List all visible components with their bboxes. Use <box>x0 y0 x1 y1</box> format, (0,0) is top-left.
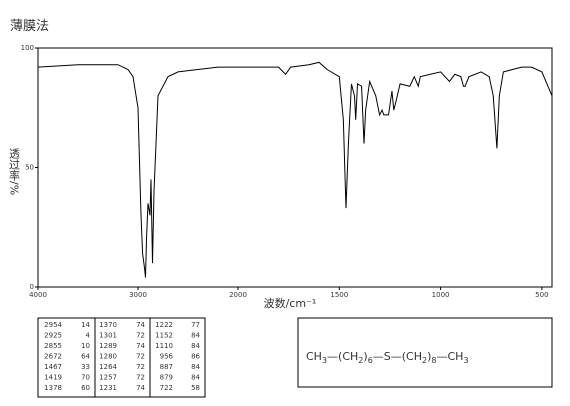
x-tick-label: 2000 <box>229 291 247 299</box>
peak-wavenumber: 1222 <box>155 321 173 329</box>
peak-wavenumber: 1467 <box>44 363 62 371</box>
plot-frame <box>37 47 553 288</box>
peak-table-frame <box>37 317 206 398</box>
structure-formula: CH3—(CH2)6—S—(CH2)8—CH3 <box>306 350 469 365</box>
y-tick-label: 0 <box>30 283 34 291</box>
peak-transmittance: 70 <box>81 374 90 382</box>
peak-transmittance: 72 <box>136 374 145 382</box>
spectrum-line <box>37 61 553 278</box>
x-axis-label: 波数/cm⁻¹ <box>264 297 317 310</box>
peak-transmittance: 74 <box>136 342 145 350</box>
formula-text: ) <box>427 350 431 363</box>
peak-wavenumber: 879 <box>160 374 173 382</box>
y-tick-label: 100 <box>21 44 34 52</box>
formula-subscript: 8 <box>431 356 436 365</box>
formula-text: CH <box>306 350 322 363</box>
peak-wavenumber: 1289 <box>99 342 117 350</box>
peak-transmittance: 4 <box>86 332 91 340</box>
peak-transmittance: 86 <box>191 353 200 361</box>
peak-wavenumber: 956 <box>160 353 174 361</box>
peak-transmittance: 84 <box>191 332 200 340</box>
peak-wavenumber: 722 <box>160 384 173 392</box>
peak-transmittance: 33 <box>81 363 90 371</box>
peak-wavenumber: 1370 <box>99 321 117 329</box>
peak-wavenumber: 1231 <box>99 384 117 392</box>
peak-transmittance: 14 <box>81 321 90 329</box>
formula-text: —S—(CH <box>373 350 422 363</box>
peak-transmittance: 84 <box>191 342 200 350</box>
formula-subscript: 3 <box>322 356 327 365</box>
peak-wavenumber: 1257 <box>99 374 117 382</box>
formula-subscript: 6 <box>368 356 373 365</box>
peak-transmittance: 72 <box>136 332 145 340</box>
structure-frame <box>297 317 553 388</box>
peak-transmittance: 64 <box>81 353 90 361</box>
x-tick-label: 3000 <box>129 291 147 299</box>
peak-transmittance: 84 <box>191 374 200 382</box>
peak-transmittance: 58 <box>191 384 200 392</box>
peak-transmittance: 74 <box>136 321 145 329</box>
peak-transmittance: 74 <box>136 384 145 392</box>
peak-wavenumber: 1280 <box>99 353 117 361</box>
formula-text: ) <box>363 350 367 363</box>
formula-subscript: 2 <box>422 356 427 365</box>
peak-transmittance: 84 <box>191 363 200 371</box>
peak-wavenumber: 887 <box>160 363 173 371</box>
x-tick-label: 1000 <box>432 291 450 299</box>
peak-wavenumber: 1264 <box>99 363 117 371</box>
peak-transmittance: 10 <box>81 342 90 350</box>
peak-wavenumber: 2954 <box>44 321 62 329</box>
peak-wavenumber: 1378 <box>44 384 62 392</box>
peak-transmittance: 72 <box>136 363 145 371</box>
x-tick-label: 500 <box>535 291 548 299</box>
x-tick-label: 4000 <box>29 291 47 299</box>
peak-wavenumber: 1152 <box>155 332 173 340</box>
formula-text: —(CH <box>327 350 358 363</box>
peak-transmittance: 60 <box>81 384 90 392</box>
formula-subscript: 2 <box>358 356 363 365</box>
peak-wavenumber: 2925 <box>44 332 62 340</box>
peak-wavenumber: 1301 <box>99 332 117 340</box>
peak-transmittance: 72 <box>136 353 145 361</box>
peak-wavenumber: 2672 <box>44 353 62 361</box>
peak-wavenumber: 1110 <box>155 342 173 350</box>
chart-title: 薄膜法 <box>10 19 49 34</box>
formula-text: —CH <box>437 350 464 363</box>
y-tick-label: 50 <box>25 164 34 172</box>
formula-subscript: 3 <box>463 356 468 365</box>
peak-wavenumber: 2855 <box>44 342 62 350</box>
x-tick-label: 1500 <box>330 291 348 299</box>
y-axis-label: 透过率/% <box>8 148 21 195</box>
peak-wavenumber: 1419 <box>44 374 62 382</box>
peak-transmittance: 77 <box>191 321 200 329</box>
